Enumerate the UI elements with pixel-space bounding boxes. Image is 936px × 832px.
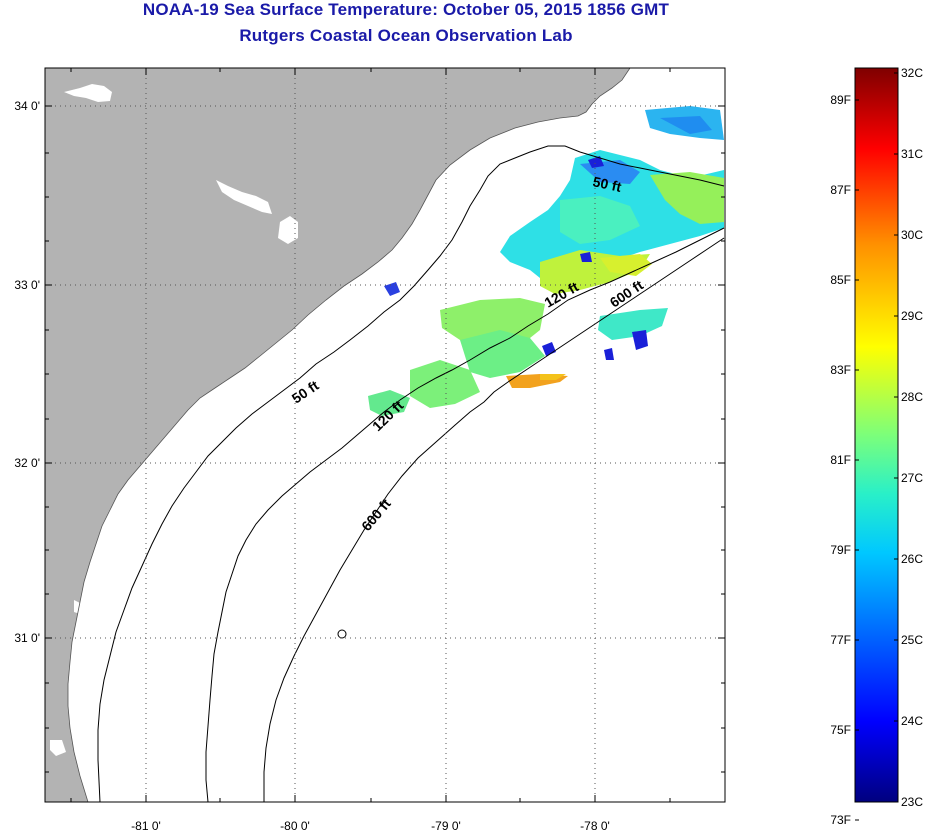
- lake: [50, 740, 66, 756]
- lake: [278, 216, 298, 244]
- colorbar-fahrenheit-label: 89F: [830, 93, 851, 107]
- sst-data: [368, 106, 724, 416]
- colorbar-fahrenheit-label: 85F: [830, 273, 851, 287]
- colorbar-celsius-label: 30C: [901, 228, 923, 242]
- lat-label-34: 34 0': [14, 99, 40, 113]
- colorbar-celsius-label: 23C: [901, 795, 923, 809]
- map-title: NOAA-19 Sea Surface Temperature: October…: [142, 0, 670, 19]
- land: [45, 68, 630, 802]
- colorbar-fahrenheit-label: 75F: [830, 723, 851, 737]
- lon-label-78: -78 0': [580, 819, 610, 832]
- colorbar-celsius-label: 32C: [901, 66, 923, 80]
- contour-label-50ft-north: 50 ft: [591, 173, 623, 195]
- lake: [64, 84, 112, 102]
- colorbar-fahrenheit-label: 77F: [830, 633, 851, 647]
- lake: [216, 180, 272, 214]
- colorbar-fahrenheit-label: 73F: [830, 813, 851, 827]
- lat-label-31: 31 0': [14, 631, 40, 645]
- colorbar-fahrenheit-label: 87F: [830, 183, 851, 197]
- grid: [45, 68, 725, 802]
- contour-120ft: [205, 227, 725, 802]
- colorbar-ticks: [855, 72, 898, 821]
- colorbar: [854, 67, 899, 803]
- axis-ticks: [45, 68, 725, 802]
- contour-600ft: [263, 237, 725, 802]
- colorbar-celsius-label: 25C: [901, 633, 923, 647]
- lat-label-33: 33 0': [14, 278, 40, 292]
- colorbar-labels: 32C 31C 30C 29C 28C 27C 26C 25C 24C 23C 89F 87F 85F 8…: [830, 66, 923, 827]
- lon-label-81: -81 0': [131, 819, 161, 832]
- colorbar-celsius-label: 24C: [901, 714, 923, 728]
- colorbar-celsius-label: 26C: [901, 552, 923, 566]
- colorbar-fahrenheit-label: 79F: [830, 543, 851, 557]
- map-frame: [44, 67, 726, 803]
- colorbar-celsius-label: 31C: [901, 147, 923, 161]
- colorbar-celsius-label: 28C: [901, 390, 923, 404]
- lon-label-80: -80 0': [280, 819, 310, 832]
- lon-label-79: -79 0': [431, 819, 461, 832]
- map-subtitle: Rutgers Coastal Ocean Observation Lab: [239, 26, 573, 45]
- contour-50ft: [97, 145, 725, 802]
- colorbar-fahrenheit-label: 83F: [830, 363, 851, 377]
- colorbar-celsius-label: 29C: [901, 309, 923, 323]
- colorbar-fahrenheit-label: 81F: [830, 453, 851, 467]
- colorbar-celsius-label: 27C: [901, 471, 923, 485]
- lat-label-32: 32 0': [14, 456, 40, 470]
